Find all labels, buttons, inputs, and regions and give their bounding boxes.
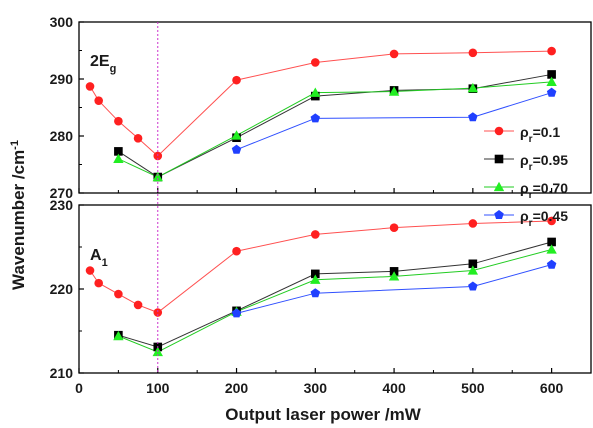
legend-label-rho045: ρr=0.45: [520, 208, 568, 229]
x-tick-label: 100: [146, 380, 170, 396]
data-point-lower-rho01: [94, 279, 103, 288]
data-point-upper-rho01: [390, 50, 399, 59]
data-point-lower-rho01: [232, 247, 241, 256]
y-tick-label-upper: 290: [50, 71, 74, 87]
data-point-lower-rho01: [134, 301, 143, 310]
legend: ρr=0.1 ρr=0.95 ρr=0.70 ρr=0.45: [484, 124, 568, 229]
data-point-lower-rho01: [469, 219, 478, 228]
y-tick-label-lower: 210: [50, 365, 74, 381]
data-point-lower-rho01: [86, 266, 95, 275]
y-axis-title-sup: -1: [9, 140, 21, 150]
panel-label-lower-sub: 1: [102, 257, 108, 269]
x-tick-label: 600: [540, 380, 564, 396]
legend-label-symbol: ρ: [520, 208, 529, 224]
series-line-lower-rho01: [90, 221, 552, 313]
series-line-upper-rho095: [118, 74, 551, 177]
y-axis-title: Wavenumber /cm-1: [9, 140, 28, 290]
legend-label-symbol: ρ: [520, 124, 529, 140]
legend-label-value: =0.95: [533, 152, 569, 168]
panel-label-lower: A1: [90, 247, 108, 269]
legend-marker-rho045: [494, 210, 504, 219]
data-point-lower-rho01: [390, 223, 399, 232]
data-point-lower-rho045: [547, 260, 557, 269]
legend-label-value: =0.1: [533, 124, 561, 140]
data-point-lower-rho01: [311, 230, 320, 239]
data-point-lower-rho045: [311, 288, 321, 297]
y-tick-label-lower: 230: [50, 197, 74, 213]
data-point-upper-rho01: [86, 82, 95, 91]
y-tick-label-upper: 280: [50, 128, 74, 144]
x-tick-label: 400: [382, 380, 406, 396]
y-axis-title-main: Wavenumber /cm: [9, 150, 28, 290]
legend-label-value: =0.45: [533, 208, 569, 224]
data-point-upper-rho045: [547, 88, 557, 97]
series-line-upper-rho070: [118, 82, 551, 177]
plot-frame-upper: [79, 22, 591, 193]
data-point-upper-rho045: [232, 145, 242, 154]
data-point-upper-rho01: [547, 47, 556, 56]
x-tick-label: 0: [75, 380, 83, 396]
legend-label-value: =0.70: [533, 180, 569, 196]
legend-label-rho01: ρr=0.1: [520, 124, 560, 145]
series-line-lower-rho070: [118, 250, 551, 352]
series-line-upper-rho01: [90, 51, 552, 156]
series-line-upper-rho045: [237, 93, 552, 150]
legend-label-rho070: ρr=0.70: [520, 180, 568, 201]
data-point-upper-rho01: [94, 96, 103, 105]
data-point-upper-rho01: [232, 76, 241, 85]
panel-label-lower-main: A: [90, 247, 102, 264]
panel-label-upper: 2Eg: [90, 53, 116, 75]
x-tick-label: 300: [304, 380, 328, 396]
data-point-upper-rho045: [311, 113, 321, 122]
legend-marker-rho070: [494, 182, 504, 191]
data-point-lower-rho045: [468, 281, 478, 290]
data-point-upper-rho045: [468, 112, 478, 121]
data-point-upper-rho01: [469, 48, 478, 57]
legend-label-rho095: ρr=0.95: [520, 152, 568, 173]
data-point-lower-rho01: [114, 290, 123, 299]
panel-label-upper-main: 2E: [90, 53, 110, 70]
legend-marker-rho095: [495, 155, 504, 164]
legend-label-symbol: ρ: [520, 152, 529, 168]
y-tick-label-upper: 300: [50, 14, 74, 30]
y-tick-label-lower: 220: [50, 281, 74, 297]
x-axis-title: Output laser power /mW: [225, 405, 421, 424]
data-point-upper-rho01: [311, 58, 320, 67]
legend-label-symbol: ρ: [520, 180, 529, 196]
panel-label-upper-sub: g: [110, 63, 117, 75]
data-point-upper-rho01: [114, 117, 123, 126]
x-tick-label: 500: [461, 380, 485, 396]
data-point-upper-rho01: [134, 134, 143, 143]
legend-marker-rho01: [495, 127, 504, 136]
series-line-lower-rho095: [118, 242, 551, 347]
x-tick-label: 200: [225, 380, 249, 396]
